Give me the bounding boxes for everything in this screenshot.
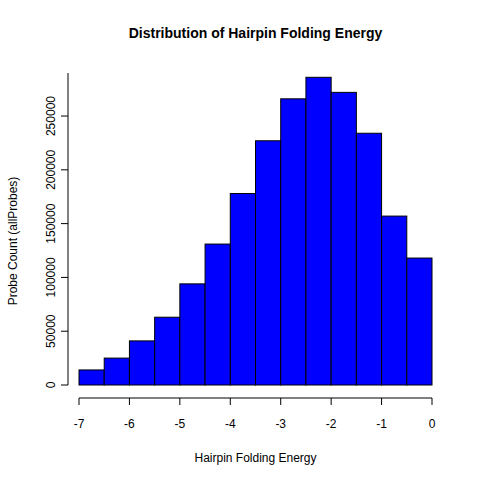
y-tick	[61, 223, 68, 224]
y-tick-label: 250000	[44, 96, 58, 136]
x-tick	[331, 398, 332, 405]
bar	[104, 358, 129, 385]
x-tick-label: -7	[74, 417, 85, 431]
x-tick-label: -5	[175, 417, 186, 431]
x-tick-label: -3	[275, 417, 286, 431]
y-axis-label: Probe Count (allProbes)	[6, 177, 20, 306]
x-tick	[381, 398, 382, 405]
bar	[155, 317, 180, 385]
x-tick	[432, 398, 433, 405]
x-tick-label: -2	[326, 417, 337, 431]
y-tick-label: 50000	[44, 314, 58, 348]
chart-container: -7 -6 -5 -4 -3 -2 -1 0 0 50000 100000 150000 200000 2…	[0, 0, 480, 480]
bar	[205, 244, 230, 385]
y-tick	[61, 385, 68, 386]
x-tick	[280, 398, 281, 405]
x-tick	[179, 398, 180, 405]
y-tick-label: 200000	[44, 149, 58, 189]
y-tick-label: 100000	[44, 257, 58, 297]
x-tick	[129, 398, 130, 405]
bar	[331, 92, 356, 385]
x-axis-line	[79, 398, 432, 399]
background	[0, 0, 480, 480]
bar	[129, 341, 154, 385]
y-tick	[61, 277, 68, 278]
y-tick	[61, 331, 68, 332]
bar	[356, 133, 381, 385]
x-axis-label: Hairpin Folding Energy	[194, 451, 316, 465]
bar	[306, 77, 331, 385]
x-tick-label: -6	[124, 417, 135, 431]
bar	[256, 141, 281, 385]
x-tick	[230, 398, 231, 405]
x-tick-label: 0	[429, 417, 436, 431]
y-axis-line	[68, 73, 69, 385]
x-tick	[79, 398, 80, 405]
y-tick-label: 0	[44, 381, 58, 388]
bar	[382, 216, 407, 385]
bar	[180, 284, 205, 385]
x-tick-label: -4	[225, 417, 236, 431]
bars	[79, 77, 432, 385]
bar	[281, 99, 306, 385]
y-tick-label: 150000	[44, 203, 58, 243]
chart-svg: -7 -6 -5 -4 -3 -2 -1 0 0 50000 100000 150000 200000 2…	[0, 0, 480, 480]
y-tick	[61, 169, 68, 170]
x-tick-label: -1	[376, 417, 387, 431]
bar	[230, 193, 255, 385]
bar	[79, 370, 104, 385]
bar	[407, 258, 432, 385]
title: Distribution of Hairpin Folding Energy	[129, 25, 383, 41]
y-tick	[61, 116, 68, 117]
